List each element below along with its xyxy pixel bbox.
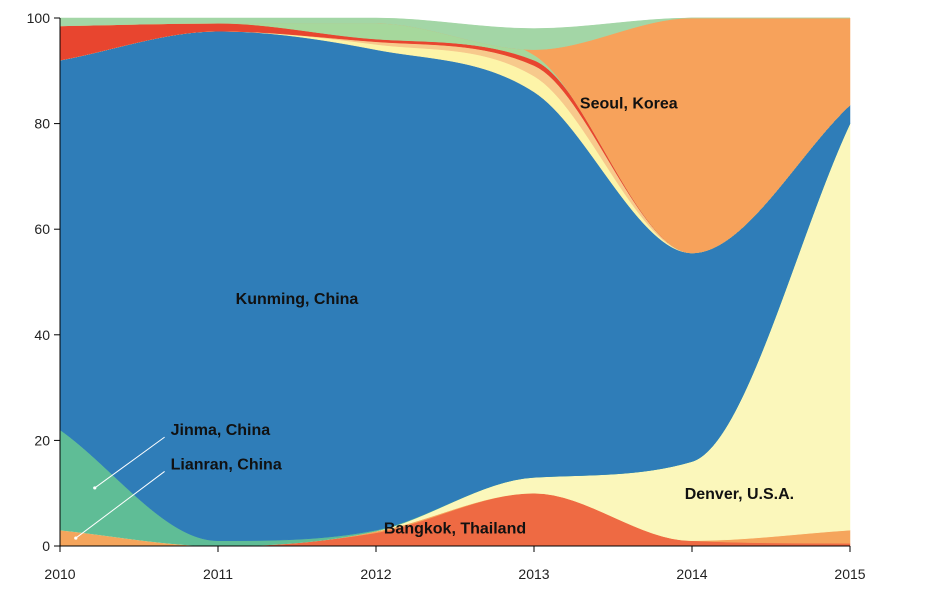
- label-kunming-china: Kunming, China: [236, 291, 359, 308]
- y-tick-label: 40: [34, 327, 50, 343]
- label-lianran-china: Lianran, China: [171, 456, 282, 473]
- leader-line-jinma-china: [94, 436, 165, 489]
- leader-dot-jinma-china: [93, 486, 97, 490]
- leader-dot-lianran-china: [74, 536, 78, 540]
- y-tick-label: 0: [42, 538, 50, 554]
- area-series-10: [59, 17, 850, 50]
- y-tick-label: 60: [34, 221, 50, 237]
- label-bangkok-thailand: Bangkok, Thailand: [384, 521, 526, 538]
- label-denver-u-s-a: Denver, U.S.A.: [685, 486, 794, 503]
- x-tick-label: 2015: [834, 566, 865, 582]
- x-tick-label: 2013: [518, 566, 549, 582]
- axes: [59, 18, 850, 547]
- label-jinma-china: Jinma, China: [171, 422, 271, 439]
- x-tick-label: 2012: [360, 566, 391, 582]
- x-axis-ticks: 2010 2011 2012 2013 2014 2015: [44, 546, 866, 582]
- x-tick-label: 2014: [676, 566, 707, 582]
- annotation-layer: Kunming, China Seoul, Korea Denver, U.S.A.…: [74, 95, 794, 540]
- y-tick-label: 100: [27, 10, 51, 26]
- x-tick-label: 2011: [203, 566, 233, 582]
- area-layer: [59, 17, 851, 547]
- x-tick-label: 2010: [44, 566, 75, 582]
- y-axis-ticks: 0 20 40 60 80 100: [27, 10, 60, 554]
- y-tick-label: 20: [34, 432, 50, 448]
- label-seoul-korea: Seoul, Korea: [580, 95, 678, 112]
- leader-line-lianran-china: [75, 471, 165, 539]
- y-tick-label: 80: [34, 116, 50, 132]
